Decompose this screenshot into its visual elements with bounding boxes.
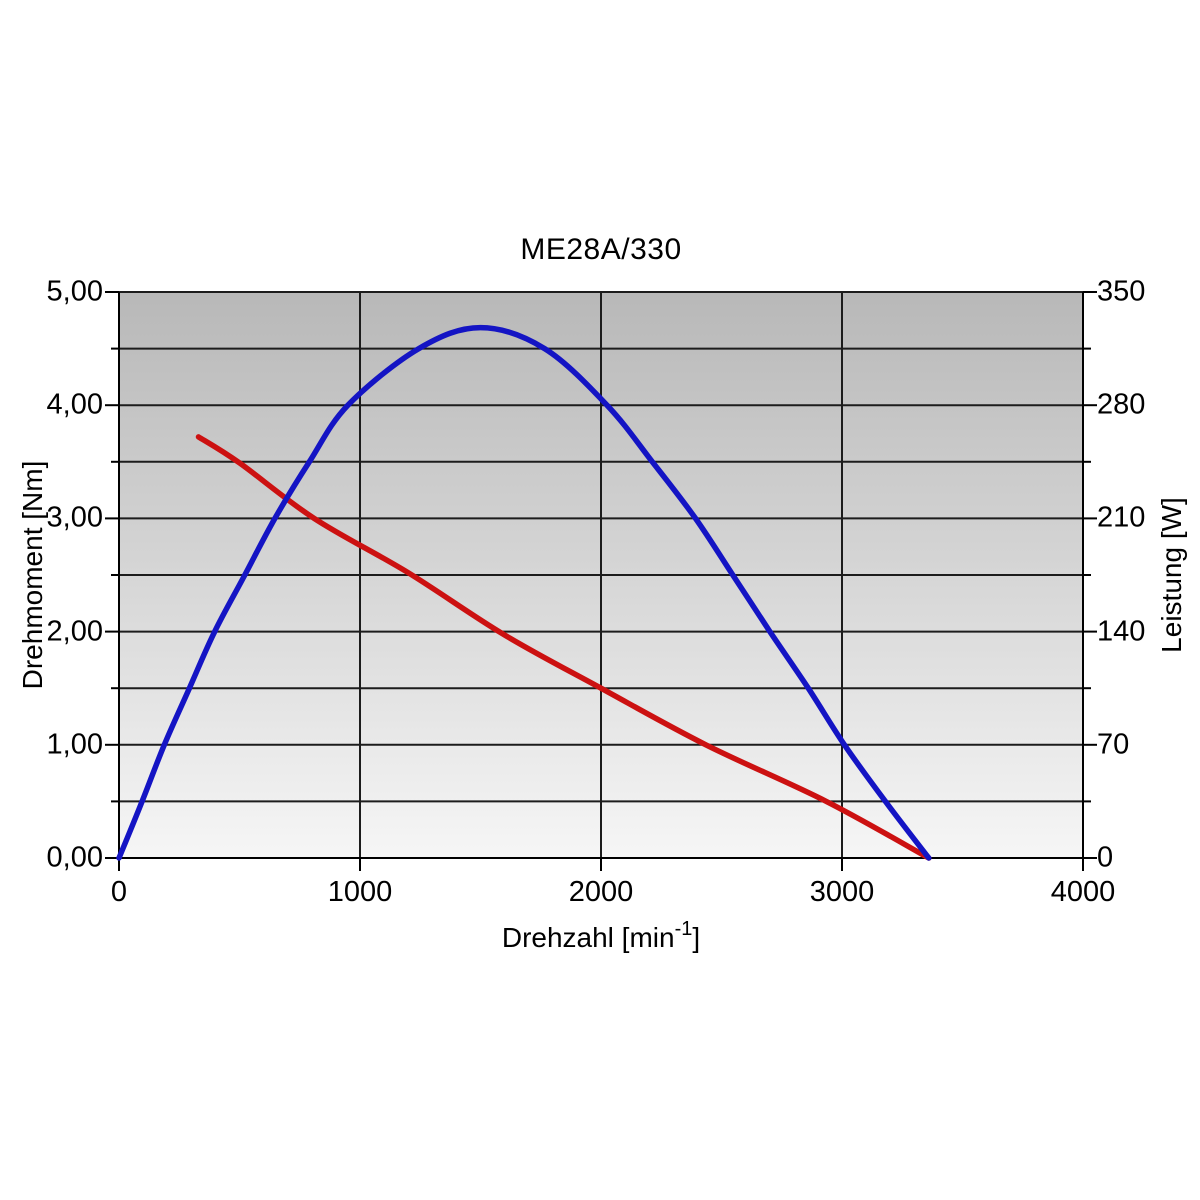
- x-axis-title: Drehzahl [min-1]: [119, 918, 1083, 954]
- y-right-tick-label: 140: [1097, 615, 1146, 648]
- x-tick-label: 0: [110, 876, 128, 908]
- y-left-tick-label: 0,00: [46, 841, 103, 874]
- y-left-tick-label: 5,00: [46, 275, 103, 308]
- x-axis-title-prefix: Drehzahl [min: [501, 922, 675, 953]
- y-left-tick-label: 1,00: [46, 728, 103, 761]
- y-left-tick-label: 3,00: [46, 501, 103, 534]
- y-right-tick-label: 0: [1097, 841, 1114, 874]
- y-right-tick-label: 70: [1097, 728, 1130, 761]
- x-tick-label: 1000: [327, 876, 393, 908]
- chart-title: ME28A/330: [520, 233, 682, 266]
- y-left-tick-label: 2,00: [46, 615, 103, 648]
- x-tick-label: 3000: [809, 876, 875, 908]
- x-axis-title-superscript: -1: [674, 918, 693, 940]
- x-tick-label: 4000: [1050, 876, 1116, 908]
- y-left-tick-label: 4,00: [46, 388, 103, 421]
- y-axis-right-title: Leistung [W]: [1156, 497, 1187, 653]
- x-tick-label: 2000: [568, 876, 634, 908]
- y-right-tick-label: 210: [1097, 501, 1146, 534]
- y-axis-left-title: Drehmoment [Nm]: [17, 460, 48, 690]
- series-line-power: [116, 324, 932, 861]
- series-line-torque: [195, 434, 932, 861]
- y-right-tick-label: 280: [1097, 388, 1146, 421]
- y-right-tick-label: 350: [1097, 275, 1146, 308]
- x-axis-title-suffix: ]: [692, 922, 701, 953]
